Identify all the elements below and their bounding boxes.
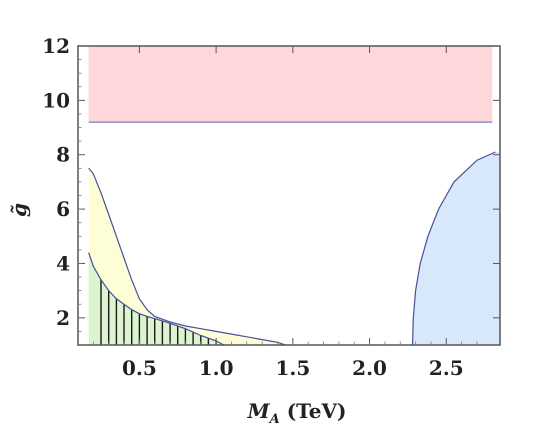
x-axis-label-main: M [247,399,271,423]
ticks-layer: 0.5 1.0 1.5 2.0 2.5 2 4 6 8 10 12 [42,34,500,380]
y-tick-label-3: 8 [56,143,70,167]
x-tick-label-4: 2.5 [429,356,464,380]
y-tick-label-1: 4 [56,251,70,275]
y-tick-label-0: 2 [56,306,70,330]
x-tick-label-2: 1.5 [275,356,310,380]
region-pink [88,46,493,123]
x-axis-label-unit: (TeV) [280,399,347,423]
x-tick-label-0: 0.5 [122,356,157,380]
x-tick-label-3: 2.0 [352,356,387,380]
y-axis-label: g̃ [7,203,31,217]
regions-layer [88,46,500,345]
x-axis-label: MA (TeV) [247,399,347,427]
region-yellow [88,168,286,345]
y-tick-label-5: 12 [42,34,70,58]
region-green-edge [88,252,225,345]
region-blue [412,152,500,345]
region-green [88,252,224,345]
region-blue-edge [411,151,496,345]
x-tick-label-1: 1.0 [199,356,234,380]
y-tick-label-2: 6 [56,197,70,221]
x-axis-label-sub: A [268,412,280,427]
y-tick-label-4: 10 [42,88,70,112]
region-yellow-edge [88,167,286,345]
